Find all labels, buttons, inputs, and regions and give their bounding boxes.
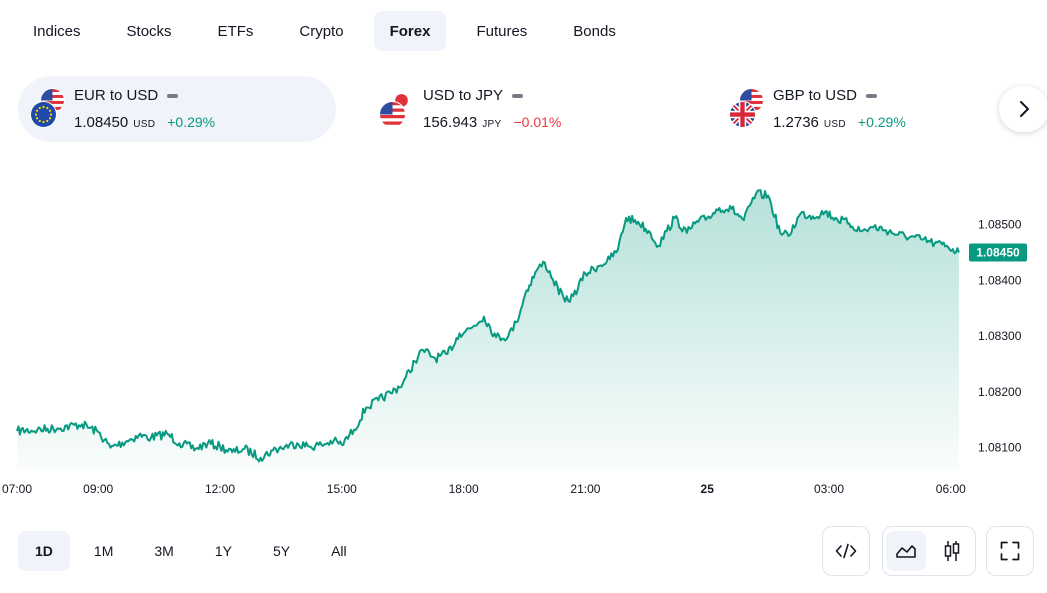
symbol-card-usdjpy[interactable]: USD to JPY 156.943 JPY −0.01% [367,76,685,142]
fullscreen-icon [1000,541,1020,561]
x-axis-tick-label: 03:00 [814,482,844,496]
symbol-card-gbpusd[interactable]: GBP to USD 1.2736 USD +0.29% [717,76,1035,142]
range-1d[interactable]: 1D [18,531,70,571]
next-symbols-button[interactable] [999,86,1047,132]
category-tabs: Indices Stocks ETFs Crypto Forex Futures… [17,11,646,51]
tab-crypto[interactable]: Crypto [299,22,344,40]
tab-stocks[interactable]: Stocks [126,22,172,40]
range-all[interactable]: All [331,543,347,559]
price-chart[interactable]: 1.08500 1.08400 1.08300 1.08200 1.08100 07:0… [0,160,1047,510]
x-axis-tick-label: 15:00 [327,482,357,496]
symbol-change: +0.29% [857,114,906,130]
x-axis-tick-label: 21:00 [570,482,600,496]
y-axis-tick-label: 1.08200 [978,385,1022,399]
market-status-icon [167,93,179,98]
x-axis-tick-label: 06:00 [936,482,966,496]
fullscreen-control [986,526,1034,576]
tab-bonds[interactable]: Bonds [573,22,616,40]
y-axis-tick-label: 1.08500 [978,218,1022,232]
range-1y[interactable]: 1Y [214,543,232,559]
embed-control [822,526,870,576]
y-axis-tick-label: 1.08300 [978,329,1022,343]
symbol-name: EUR to USD [74,87,159,104]
chart-style-control [882,526,976,576]
x-axis-tick-label: 09:00 [83,482,113,496]
symbol-name: GBP to USD [773,87,857,104]
fullscreen-button[interactable] [988,531,1032,571]
eu-flag-icon [30,101,57,128]
market-status-icon [512,93,524,98]
area-chart-button[interactable] [886,531,926,571]
symbol-change: +0.29% [167,114,216,130]
candlestick-chart-button[interactable] [932,531,972,571]
flag-pair-icon [379,88,419,130]
symbol-price: 1.08450 [74,114,129,131]
range-1m[interactable]: 1M [93,543,114,559]
flag-pair-icon [30,88,70,130]
y-axis-tick-label: 1.08100 [978,441,1022,455]
symbol-currency: JPY [482,119,502,130]
symbol-name: USD to JPY [423,87,504,104]
price-line [16,189,960,463]
candlestick-chart-icon [944,541,960,561]
us-flag-icon [379,101,406,128]
tab-etfs[interactable]: ETFs [217,22,254,40]
x-axis-tick-label: 18:00 [449,482,479,496]
last-price-label: 1.08450 [976,246,1020,260]
chevron-right-icon [1020,101,1029,117]
symbol-currency: USD [133,119,156,130]
y-axis-tick-label: 1.08400 [978,273,1022,287]
range-selector: 1D 1M 3M 1Y 5Y All [18,531,371,571]
flag-pair-icon [729,88,769,130]
x-axis-tick-label: 25 [701,482,715,496]
area-chart-icon [896,545,916,558]
tab-futures[interactable]: Futures [476,22,528,40]
x-axis-tick-label: 07:00 [2,482,32,496]
uk-flag-icon [729,101,756,128]
x-axis-tick-label: 12:00 [205,482,235,496]
price-area-fill [17,190,959,470]
symbol-price: 1.2736 [773,114,819,131]
symbol-currency: USD [823,119,846,130]
tab-indices[interactable]: Indices [33,22,81,40]
symbol-price: 156.943 [423,114,478,131]
range-5y[interactable]: 5Y [272,543,291,559]
code-embed-icon [835,543,857,559]
symbol-change: −0.01% [513,114,562,130]
embed-button[interactable] [824,531,868,571]
market-status-icon [865,93,877,98]
range-3m[interactable]: 3M [154,543,174,559]
symbol-card-eurusd[interactable]: EUR to USD 1.08450 USD +0.29% [18,76,336,142]
last-price-badge [969,243,1027,262]
tab-forex[interactable]: Forex [373,11,447,51]
